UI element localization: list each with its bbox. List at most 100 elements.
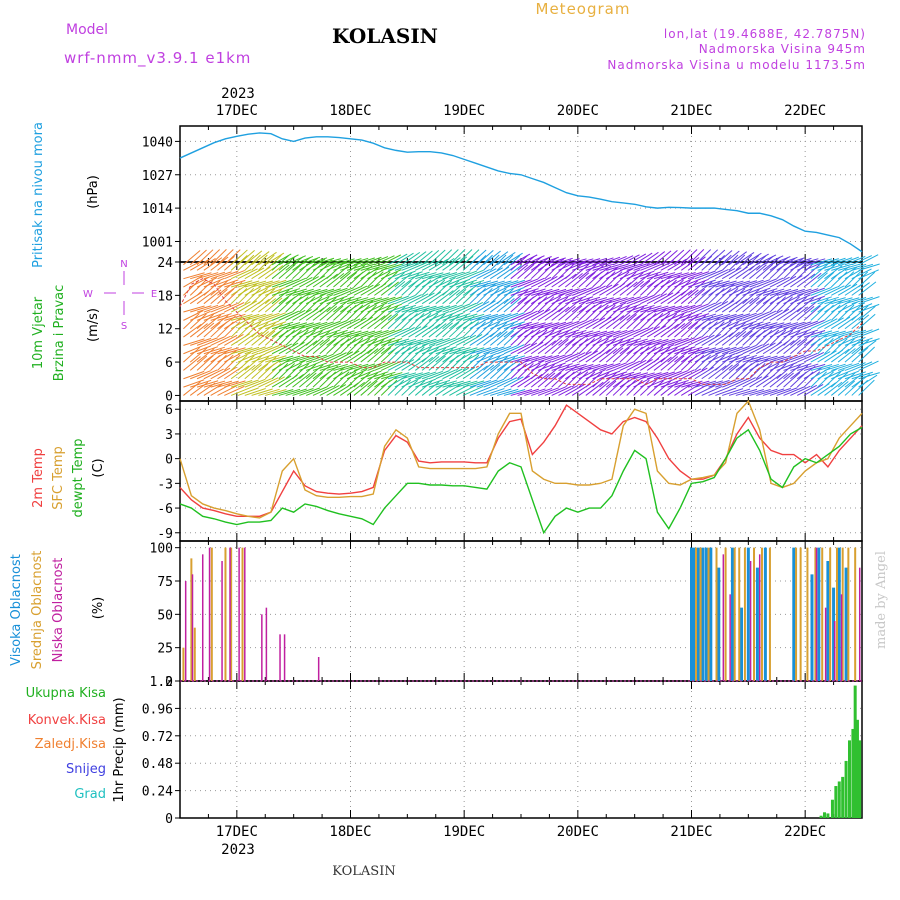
y-tick-label: 18 xyxy=(157,289,173,304)
wind-barb xyxy=(721,355,740,371)
wind-barb xyxy=(496,254,514,271)
wind-barb xyxy=(619,338,641,346)
wind-barb xyxy=(476,352,498,363)
wind-barb xyxy=(305,296,323,313)
wind-barb xyxy=(722,346,744,355)
wind-barb xyxy=(476,364,495,380)
wind-barb xyxy=(196,348,215,363)
wind-barb xyxy=(708,249,726,266)
wind-barb xyxy=(312,263,330,280)
wind-barb xyxy=(183,279,200,296)
wind-barb xyxy=(394,338,417,346)
wind-barb xyxy=(449,347,471,355)
wind-barb xyxy=(476,379,498,388)
wind-barb xyxy=(558,331,577,346)
wind-barb xyxy=(326,297,344,313)
wind-barb xyxy=(817,296,839,305)
wind-barb xyxy=(844,297,867,305)
wind-barb xyxy=(408,305,430,313)
wind-barb xyxy=(742,344,763,355)
wind-barb xyxy=(715,318,736,330)
wind-barb xyxy=(339,371,357,388)
wind-barb xyxy=(326,273,345,288)
wind-barb xyxy=(537,354,560,363)
wind-barb xyxy=(599,297,621,305)
wind-barb xyxy=(353,381,372,396)
wind-barb xyxy=(715,355,733,371)
wind-barb xyxy=(544,339,563,355)
wind-barb xyxy=(251,280,273,288)
wind-barb xyxy=(769,329,787,346)
wind-barb xyxy=(544,293,565,305)
wind-barb xyxy=(312,339,331,355)
wind-barb xyxy=(483,319,504,330)
wind-barb xyxy=(681,278,702,288)
wind-barb xyxy=(660,305,683,313)
wind-barb xyxy=(592,338,609,355)
wind-barb xyxy=(762,322,785,330)
wind-barb xyxy=(578,382,598,396)
wind-barb xyxy=(803,287,825,296)
wind-barb xyxy=(251,251,270,266)
wind-barb xyxy=(810,371,827,388)
wind-barb xyxy=(305,293,327,305)
wind-barb xyxy=(183,250,201,266)
wind-barb xyxy=(640,326,660,338)
wind-barb xyxy=(326,258,348,266)
wind-barb xyxy=(558,288,580,296)
wind-barb xyxy=(756,322,778,330)
wind-barb xyxy=(223,249,241,266)
wind-barb xyxy=(817,368,838,380)
wind-barb xyxy=(742,286,764,296)
wind-barb xyxy=(285,322,308,330)
wind-barb xyxy=(749,311,770,321)
wind-barb xyxy=(735,322,754,338)
wind-barb xyxy=(769,326,790,338)
wind-barb xyxy=(292,308,312,321)
wind-barb xyxy=(735,377,756,388)
precip-bar xyxy=(853,685,857,818)
wind-barb xyxy=(326,384,347,396)
bottom-day-label: 19DEC xyxy=(443,824,485,840)
wind-barb xyxy=(572,258,594,266)
wind-barb xyxy=(326,352,347,363)
wind-barb xyxy=(401,307,421,321)
wind-barb xyxy=(210,271,232,280)
wind-barb xyxy=(503,288,521,305)
wind-barb xyxy=(715,254,732,271)
wind-barb xyxy=(640,307,659,321)
wind-barb xyxy=(496,330,515,346)
top-day-labels: 17DEC 18DEC 19DEC 20DEC 21DEC 22DEC xyxy=(216,103,826,119)
wind-barb xyxy=(380,374,400,388)
wind-barb xyxy=(264,252,285,266)
wind-barb xyxy=(483,378,505,388)
wind-barb xyxy=(251,331,269,346)
wind-barb xyxy=(694,385,715,396)
wind-barb xyxy=(762,288,785,296)
wind-barb xyxy=(633,326,654,338)
precip-bar xyxy=(826,813,830,818)
wind-barb xyxy=(374,347,392,363)
wind-barb xyxy=(708,301,729,313)
wind-barb xyxy=(353,297,376,305)
wind-barb xyxy=(790,385,811,396)
wind-barb xyxy=(333,363,355,371)
wind-barb xyxy=(742,297,760,313)
wind-barb xyxy=(592,304,609,321)
top-day-label: 20DEC xyxy=(557,103,599,119)
wind-barb xyxy=(612,305,630,321)
wind-barb xyxy=(810,319,832,330)
wind-barb xyxy=(810,330,833,338)
wind-barb xyxy=(442,304,464,313)
wind-barb xyxy=(462,301,484,313)
wind-barb xyxy=(449,380,471,388)
wind-barb xyxy=(292,355,314,363)
wind-barb xyxy=(449,271,471,280)
y-tick-label: 1027 xyxy=(142,169,173,184)
wind-barb xyxy=(564,305,583,321)
wind-barb xyxy=(428,370,450,380)
wind-barb xyxy=(265,388,287,396)
wind-barb xyxy=(299,387,321,396)
wind-barb xyxy=(414,250,433,266)
wind-barb xyxy=(592,330,614,338)
